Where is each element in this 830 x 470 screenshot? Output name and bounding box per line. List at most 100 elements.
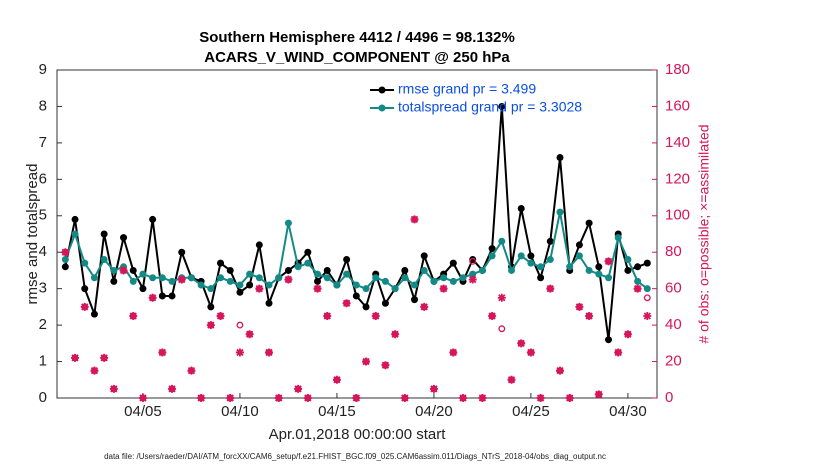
obs-assimilated	[623, 330, 632, 339]
point	[585, 219, 593, 227]
point	[158, 292, 166, 300]
obs-assimilated	[400, 394, 409, 402]
obs-assimilated	[206, 321, 215, 330]
point	[449, 277, 457, 285]
point	[178, 248, 186, 256]
point	[614, 234, 622, 242]
point	[517, 252, 525, 260]
point	[411, 281, 419, 289]
y-tick-label: 8	[39, 97, 47, 114]
point	[498, 102, 506, 110]
obs-assimilated	[168, 384, 177, 393]
point	[343, 270, 351, 278]
point	[643, 259, 651, 267]
y-tick-label: 3	[39, 280, 47, 297]
point	[333, 281, 341, 289]
obs-assimilated	[594, 390, 603, 399]
point	[372, 274, 380, 282]
point	[100, 256, 108, 264]
obs-assimilated	[80, 302, 89, 311]
point	[575, 252, 583, 260]
y2-tick-label: 140	[665, 134, 690, 151]
point	[527, 252, 535, 260]
obs-assimilated	[536, 394, 545, 402]
point	[556, 208, 564, 216]
y-tick-label: 5	[39, 207, 47, 224]
y2-tick-label: 80	[665, 243, 682, 260]
obs-assimilated	[284, 275, 293, 284]
point	[149, 274, 157, 282]
y-tick-label: 7	[39, 134, 47, 151]
point	[120, 234, 128, 242]
x-tick-label: 04/30	[609, 403, 647, 420]
point	[236, 288, 244, 296]
point	[81, 259, 89, 267]
point	[411, 296, 419, 304]
x-tick-label: 04/15	[318, 403, 356, 420]
point	[566, 263, 574, 271]
y2-tick-label: 180	[665, 61, 690, 78]
obs-assimilated	[245, 330, 254, 339]
obs-assimilated	[488, 312, 497, 320]
obs-assimilated	[216, 312, 225, 320]
point	[537, 274, 545, 282]
point	[634, 277, 642, 285]
point	[430, 277, 438, 285]
point	[605, 274, 613, 282]
obs-assimilated	[565, 394, 574, 402]
legend-marker	[378, 86, 386, 94]
obs-assimilated	[429, 384, 438, 393]
obs-possible	[498, 325, 506, 333]
point	[284, 219, 292, 227]
point	[595, 270, 603, 278]
obs-assimilated	[371, 312, 380, 320]
point	[61, 256, 69, 264]
footnote: data file: /Users/raeder/DAI/ATM_forcXX/…	[104, 452, 606, 461]
point	[391, 285, 399, 293]
point	[304, 259, 312, 267]
point	[488, 245, 496, 253]
obs-assimilated	[362, 357, 371, 366]
obs-assimilated	[468, 275, 477, 284]
point	[100, 230, 108, 238]
point	[139, 270, 147, 278]
point	[284, 266, 292, 274]
obs-assimilated	[517, 339, 526, 348]
obs-assimilated	[226, 394, 235, 402]
point	[352, 281, 360, 289]
point	[546, 256, 554, 264]
point	[217, 274, 225, 282]
point	[139, 285, 147, 293]
obs-assimilated	[235, 348, 244, 357]
series-line	[64, 106, 648, 340]
obs-assimilated	[158, 348, 167, 357]
obs-assimilated	[274, 394, 283, 402]
obs-assimilated	[585, 312, 594, 320]
obs-possible	[469, 257, 477, 265]
obs-assimilated	[497, 293, 506, 302]
y2-tick-label: 160	[665, 97, 690, 114]
point	[624, 256, 632, 264]
obs-assimilated	[381, 361, 390, 370]
point	[575, 241, 583, 249]
point	[110, 266, 118, 274]
obs-assimilated	[61, 248, 70, 257]
point	[401, 266, 409, 274]
point	[265, 281, 273, 289]
x-axis-label: Apr.01,2018 00:00:00 start	[269, 426, 447, 443]
x-tick-label: 04/05	[124, 403, 162, 420]
obs-assimilated	[633, 284, 642, 293]
point	[469, 256, 477, 264]
obs-assimilated	[614, 348, 623, 357]
obs-assimilated	[507, 375, 516, 384]
obs-assimilated	[342, 299, 351, 308]
point	[255, 241, 263, 249]
x-tick-label: 04/25	[512, 403, 550, 420]
point	[265, 299, 273, 307]
obs-assimilated	[604, 257, 613, 266]
obs-assimilated	[109, 384, 118, 393]
y-axis-label: rmse and totalspread	[24, 164, 41, 305]
point	[323, 274, 331, 282]
point	[498, 237, 506, 245]
point	[226, 266, 234, 274]
